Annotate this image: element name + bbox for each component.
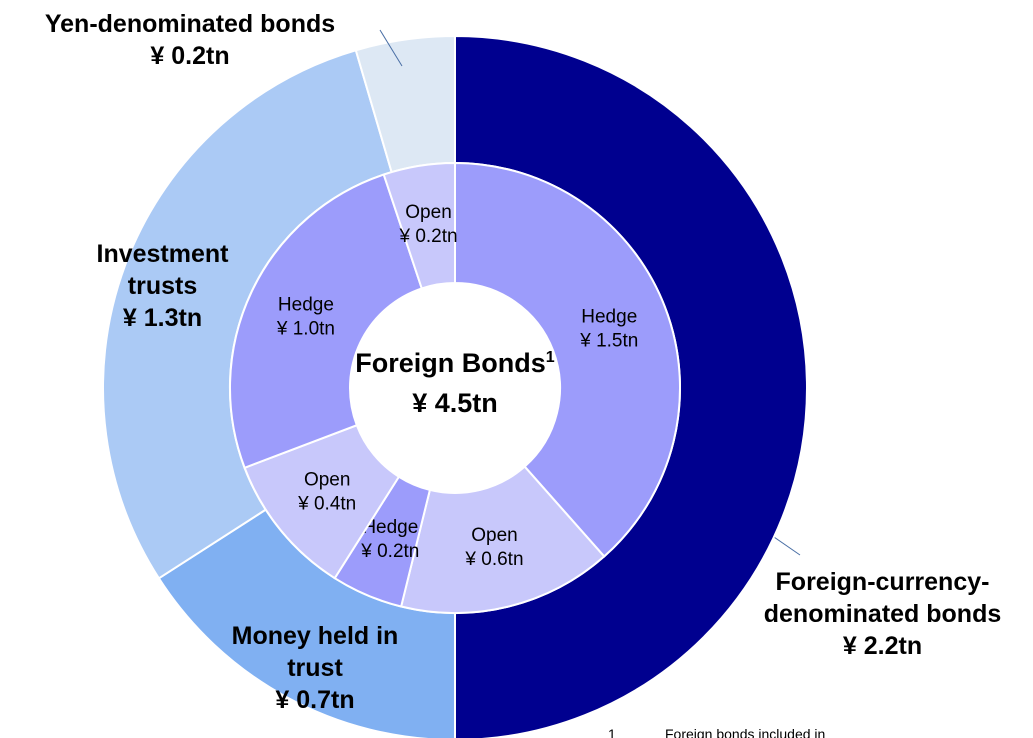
segment-label: Hedge bbox=[362, 517, 418, 538]
center-title: Foreign Bonds1 bbox=[355, 338, 555, 383]
center-label: Foreign Bonds1 ¥ 4.5tn bbox=[355, 338, 555, 423]
value-label: ¥ 1.0tn bbox=[276, 318, 335, 339]
outer-label: Yen-denominated bonds ¥ 0.2tn bbox=[20, 8, 360, 72]
value-label: ¥ 0.2tn bbox=[360, 541, 419, 562]
value-label: ¥ 2.2tn bbox=[842, 632, 923, 660]
footnote: Foreign bonds included in bbox=[665, 726, 826, 738]
center-value: ¥ 4.5tn bbox=[412, 388, 498, 418]
segment-label: Hedge bbox=[581, 307, 637, 328]
category-label: Money held in trust bbox=[231, 622, 399, 682]
donut-segment bbox=[454, 161, 681, 558]
segment-label: Open bbox=[405, 202, 451, 223]
superscript: 1 bbox=[545, 349, 555, 366]
donut-segment bbox=[399, 465, 606, 614]
leader-line bbox=[379, 29, 403, 67]
value-label: ¥ 0.2tn bbox=[398, 226, 457, 247]
category-label: Investment trusts bbox=[96, 240, 229, 300]
value-label: ¥ 0.6tn bbox=[464, 549, 523, 570]
value-label: ¥ 1.3tn bbox=[122, 304, 203, 332]
donut-segment bbox=[382, 161, 456, 290]
donut-segment bbox=[229, 173, 424, 470]
value-label: ¥ 0.7tn bbox=[275, 686, 355, 714]
value-label: ¥ 0.4tn bbox=[297, 493, 356, 514]
category-label: Yen-denominated bonds bbox=[44, 10, 336, 38]
outer-label: Foreign-currency-denominated bonds ¥ 2.2… bbox=[740, 566, 1025, 662]
value-label: ¥ 0.2tn bbox=[150, 42, 230, 70]
outer-label: Investment trusts ¥ 1.3tn bbox=[70, 238, 255, 334]
category-label: Foreign-currency-denominated bonds bbox=[763, 568, 1002, 628]
center-title-text: Foreign Bonds bbox=[355, 348, 546, 378]
outer-label: Money held in trust ¥ 0.7tn bbox=[215, 620, 415, 716]
value-label: ¥ 1.5tn bbox=[579, 331, 638, 352]
segment-label: Hedge bbox=[278, 294, 334, 315]
footnote-marker: 1 bbox=[608, 726, 616, 738]
segment-label: Open bbox=[304, 469, 350, 490]
segment-label: Open bbox=[471, 525, 517, 546]
